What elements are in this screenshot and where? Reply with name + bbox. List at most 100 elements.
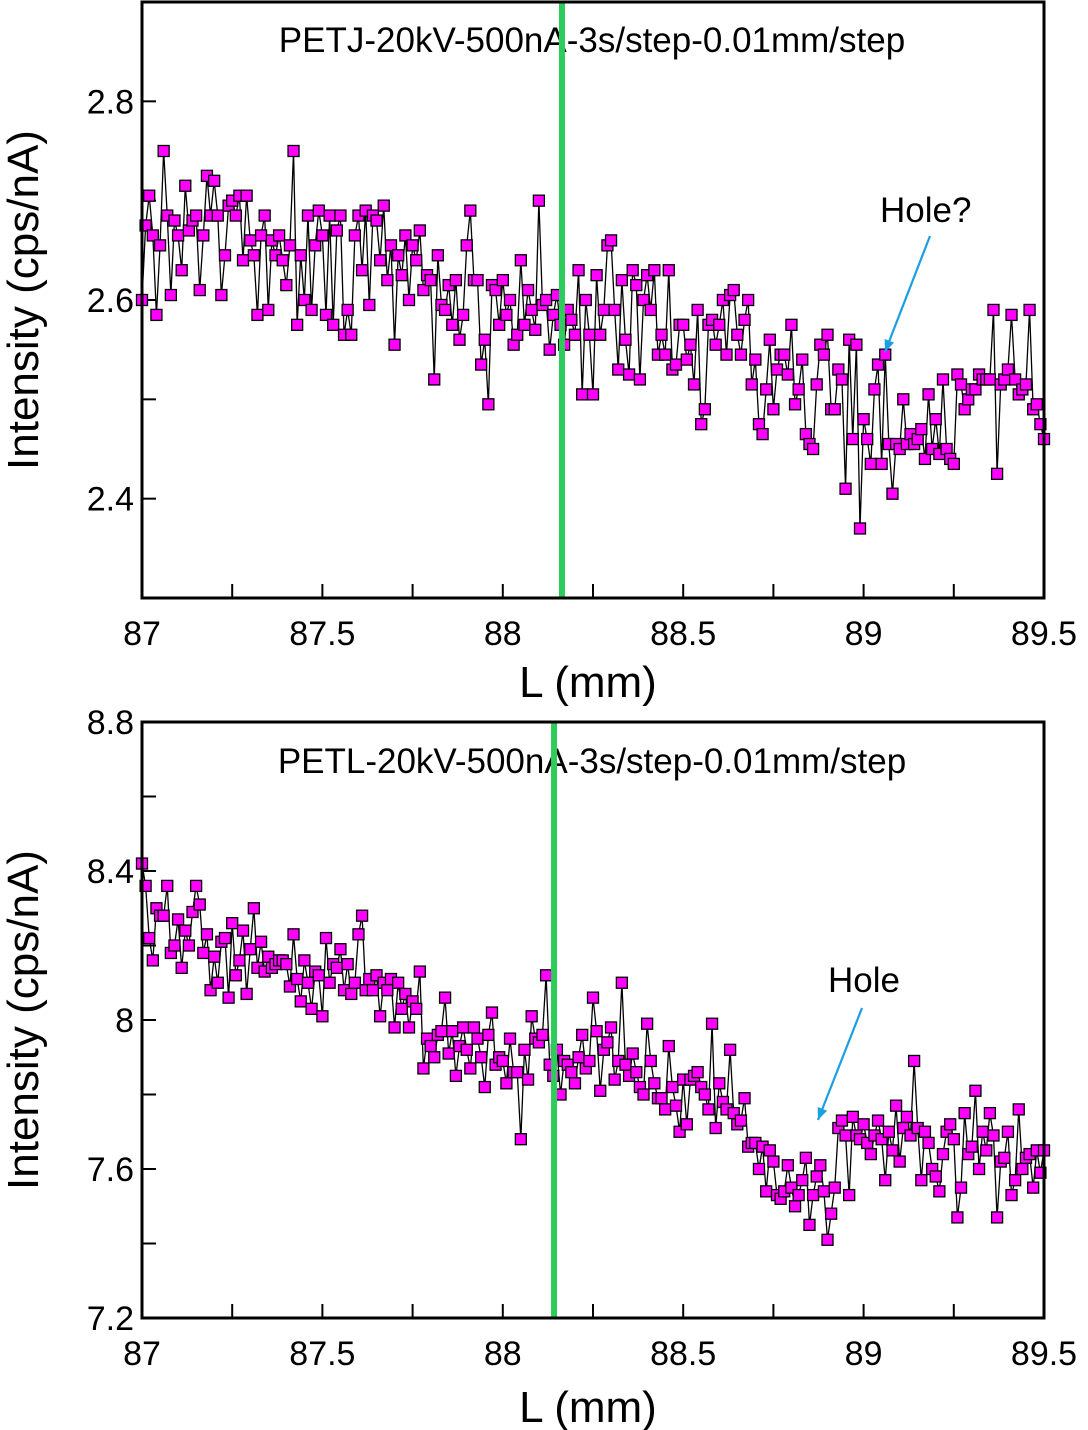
data-point [778, 348, 791, 361]
data-point [460, 1043, 473, 1056]
data-point [399, 229, 412, 242]
data-point [348, 976, 362, 989]
data-point [972, 1162, 986, 1176]
data-point [446, 1025, 459, 1038]
data-point [572, 264, 585, 277]
data-point [785, 318, 798, 331]
data-point [886, 487, 899, 500]
data-point [298, 293, 311, 307]
x-tick-label: 87 [123, 1335, 161, 1373]
data-point [1001, 363, 1015, 376]
data-point [330, 224, 343, 237]
top-panel-petj: PETJ-20kV-500nA-3s/step-0.01mm/step L (m… [0, 0, 1077, 707]
data-point [680, 1118, 693, 1131]
data-point [294, 249, 307, 262]
data-point [139, 219, 152, 232]
data-point [283, 239, 297, 252]
data-point [879, 1174, 892, 1187]
data-point [413, 965, 426, 978]
data-point [236, 254, 250, 267]
data-point [189, 879, 203, 893]
data-point [857, 413, 870, 426]
data-point [897, 393, 910, 406]
data-point [399, 987, 412, 1001]
x-tick-label: 88 [484, 1335, 522, 1373]
data-point [1008, 1174, 1022, 1187]
data-point [969, 383, 982, 396]
y-axis-title: Intensity (cps/nA) [0, 850, 48, 1190]
data-point [767, 403, 780, 416]
data-point [406, 239, 419, 252]
data-point [431, 249, 445, 262]
data-point [381, 984, 394, 997]
data-point [229, 969, 242, 982]
data-point [947, 1133, 960, 1146]
data-point [958, 1106, 971, 1120]
data-point [922, 1136, 935, 1150]
data-point [478, 333, 491, 346]
data-point [626, 264, 639, 277]
data-point [150, 308, 163, 322]
data-point [489, 283, 502, 297]
data-point [511, 1066, 524, 1079]
data-point [316, 1010, 329, 1023]
data-point [428, 1051, 441, 1064]
data-point [514, 1133, 527, 1146]
bottom-panel-petl: PETL-20kV-500nA-3s/step-0.01mm/step L (m… [0, 704, 1077, 1430]
data-point [565, 313, 578, 327]
data-point [157, 144, 170, 158]
data-point [1005, 308, 1018, 322]
data-point [756, 427, 769, 441]
data-point [280, 278, 293, 292]
data-point [615, 273, 629, 287]
data-point [659, 1103, 672, 1116]
data-point [410, 1002, 423, 1015]
data-point [871, 358, 885, 371]
data-point [153, 239, 167, 252]
data-point [475, 358, 488, 371]
data-point [294, 995, 307, 1008]
data-point [933, 1185, 946, 1198]
data-point [312, 969, 325, 982]
data-point [247, 902, 260, 915]
data-point [402, 1021, 416, 1034]
data-point [713, 318, 726, 331]
data-point [597, 303, 610, 317]
data-point [395, 1002, 408, 1015]
data-point [197, 229, 210, 242]
data-point [745, 378, 758, 391]
data-point [518, 1043, 531, 1056]
data-point [1016, 1162, 1029, 1176]
data-point [330, 961, 343, 974]
data-point [478, 1080, 491, 1094]
data-point [186, 905, 199, 919]
data-point [305, 303, 318, 317]
panel-title: PETL-20kV-500nA-3s/step-0.01mm/step [278, 742, 906, 781]
data-point [864, 1147, 877, 1161]
data-point [770, 363, 784, 376]
data-point [539, 293, 553, 307]
data-point [1030, 398, 1043, 411]
data-point [539, 969, 553, 982]
data-point [691, 1066, 704, 1079]
data-point [752, 1162, 766, 1176]
data-point [283, 980, 297, 993]
data-point [835, 373, 849, 386]
data-point [290, 972, 304, 986]
data-point [990, 1211, 1004, 1224]
data-point [456, 1021, 470, 1034]
data-point [218, 931, 232, 945]
data-point [861, 432, 874, 446]
data-point [352, 928, 365, 941]
x-tick-label: 87.5 [289, 1335, 355, 1373]
x-tick-label: 87 [123, 615, 161, 653]
data-point [586, 388, 600, 401]
data-point [781, 368, 794, 381]
data-point [907, 1054, 921, 1068]
data-point [175, 961, 188, 974]
data-point [475, 1051, 488, 1064]
data-point [954, 1181, 968, 1194]
data-point [449, 273, 463, 287]
data-point [1027, 1181, 1040, 1194]
annotation-arrow [816, 1007, 864, 1121]
